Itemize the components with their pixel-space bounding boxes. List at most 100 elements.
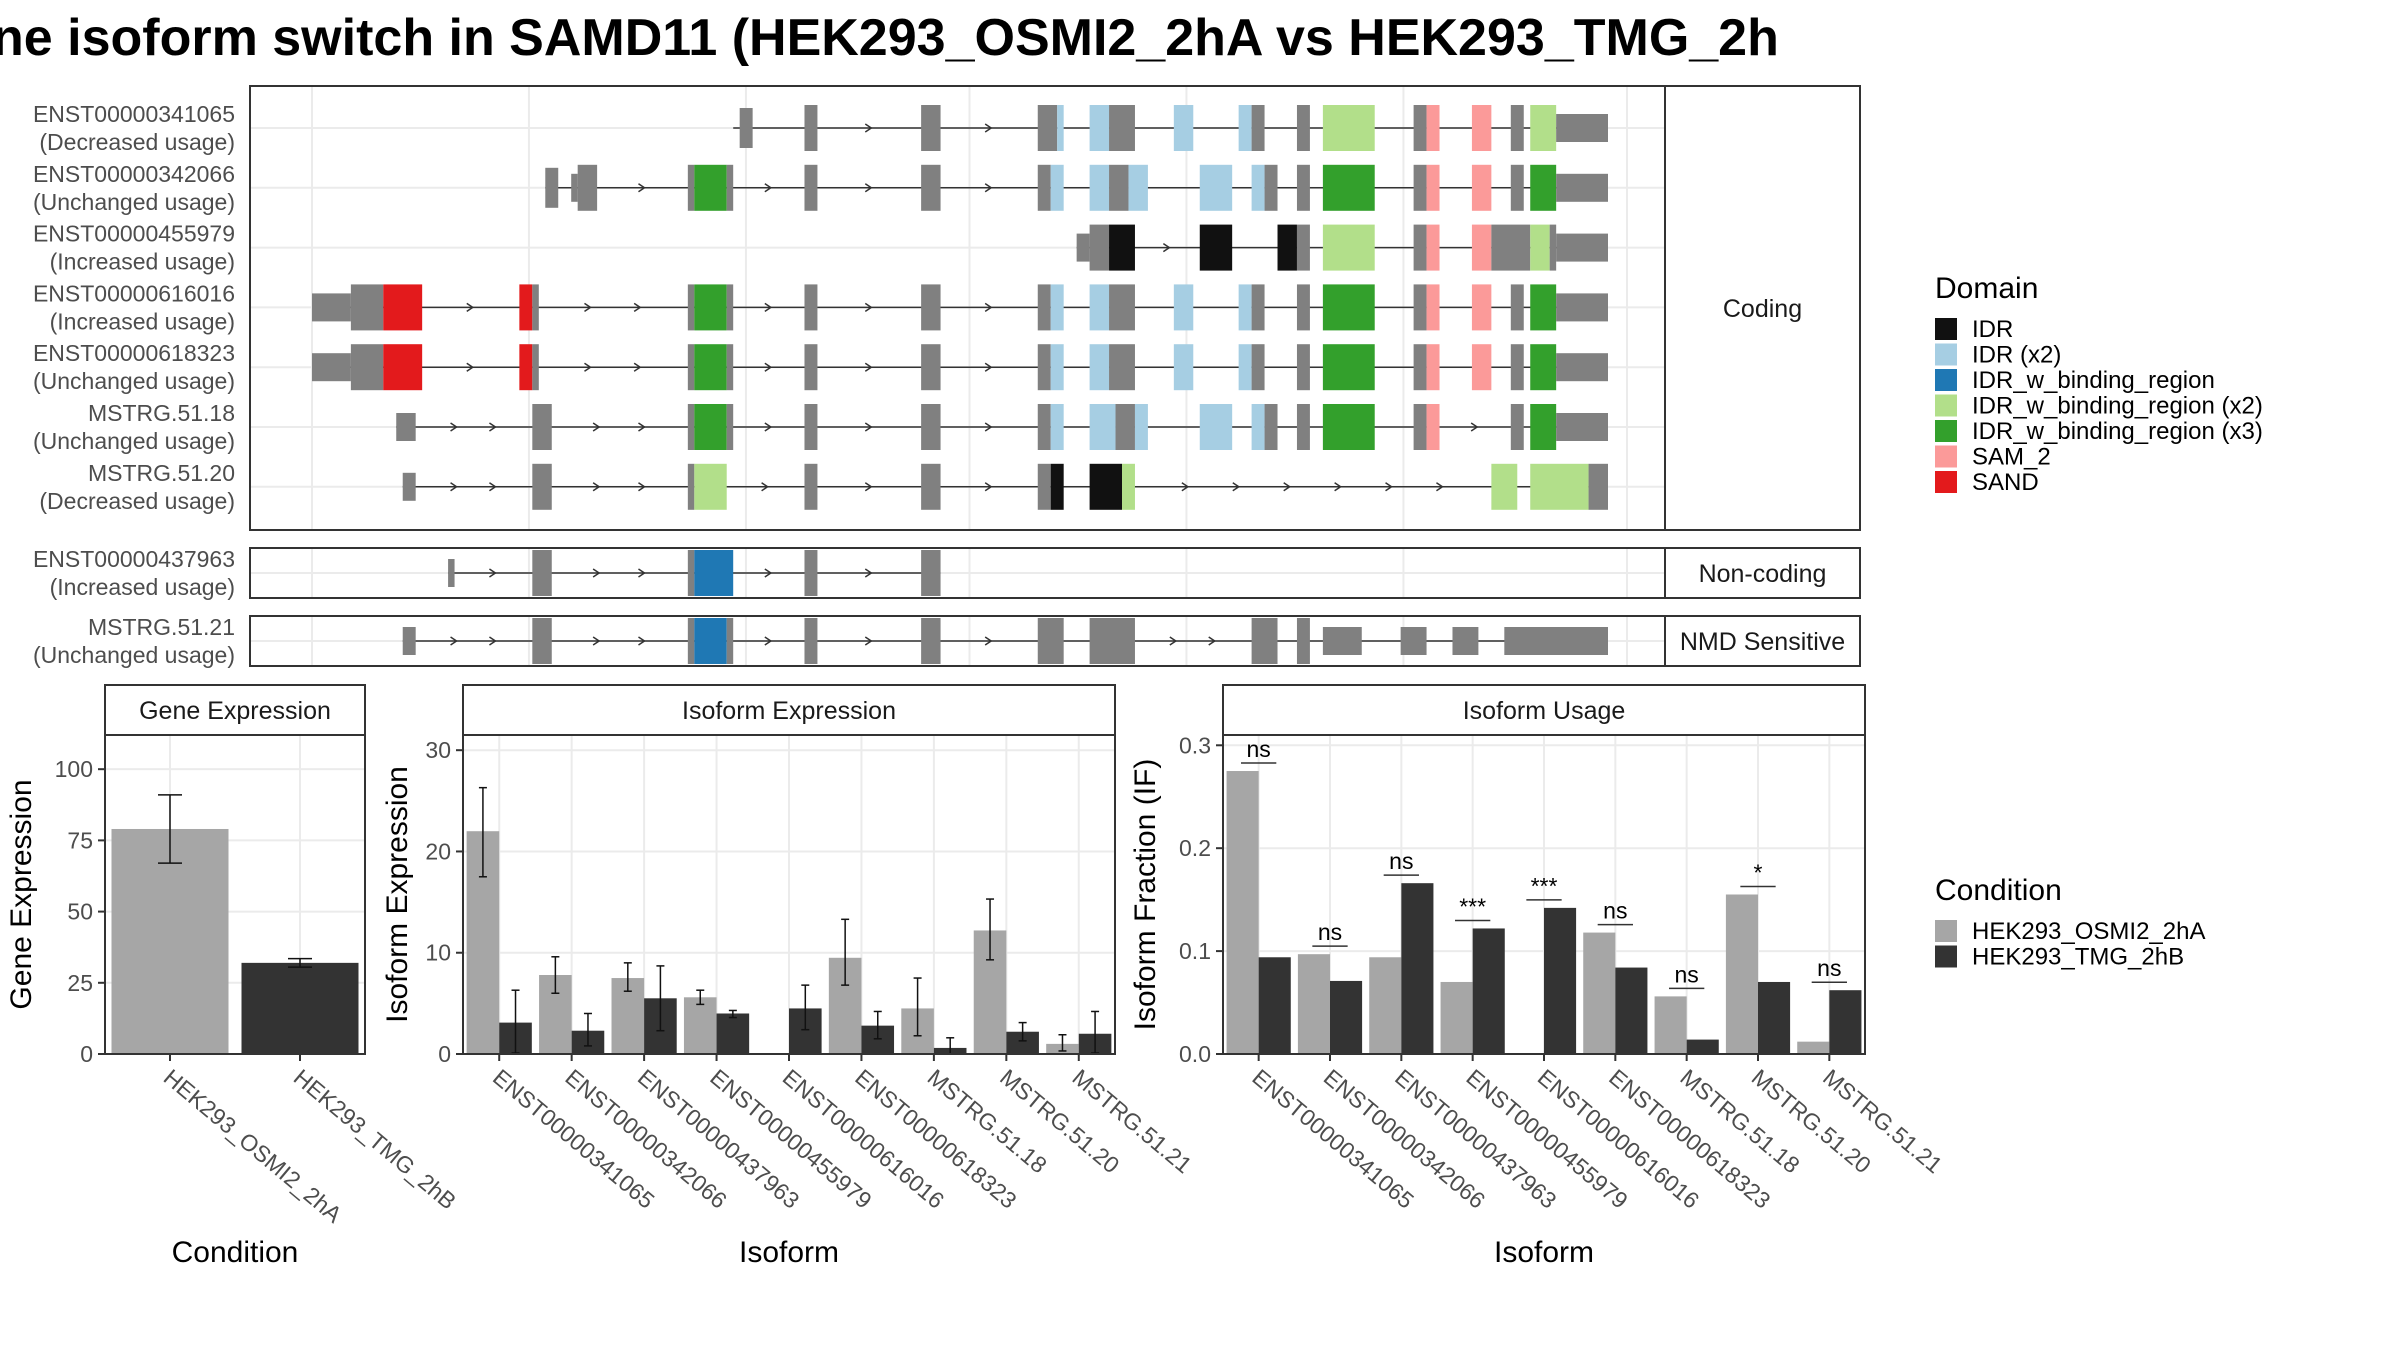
intron-arrow — [466, 302, 475, 313]
exon-segment — [726, 164, 734, 211]
exon-segment — [1413, 224, 1427, 271]
facet-strip-label: NMD Sensitive — [1680, 628, 1845, 656]
transcript-ENST00000616016: ENST00000616016(Increased usage) — [33, 280, 1665, 334]
legend-title: Domain — [1935, 272, 2038, 305]
y-tick-label: 25 — [67, 970, 93, 996]
legend-swatch — [1935, 920, 1957, 942]
exon-segment — [1264, 164, 1278, 211]
legend-title: Condition — [1935, 874, 2062, 907]
bar — [716, 1013, 750, 1054]
legend-label: SAM_2 — [1972, 444, 2051, 471]
transcript-id-label: MSTRG.51.21 — [88, 614, 235, 640]
transcript-status-label: (Increased usage) — [50, 574, 235, 600]
significance-label: ns — [1603, 898, 1627, 924]
exon-segment — [577, 164, 598, 211]
domain-segment — [1050, 284, 1064, 331]
intron-arrow — [984, 123, 993, 133]
exon-segment — [1037, 284, 1051, 331]
exon-segment — [1413, 404, 1427, 450]
exon-segment — [350, 284, 384, 331]
legend-label: IDR — [1972, 316, 2013, 343]
bar — [683, 997, 717, 1054]
intron-arrow — [764, 362, 773, 372]
exon-segment — [739, 108, 753, 148]
bar — [1615, 967, 1648, 1054]
transcript-status-label: (Decreased usage) — [39, 488, 235, 514]
significance-label: ns — [1817, 955, 1841, 981]
intron-arrow — [592, 568, 601, 578]
transcript-id-label: ENST00000618323 — [33, 340, 235, 366]
transcript-status-label: (Unchanged usage) — [33, 428, 235, 454]
intron-arrow — [1181, 482, 1190, 492]
exon-segment — [921, 344, 941, 391]
domain-segment — [1471, 164, 1492, 211]
intron-arrow — [984, 422, 993, 432]
bar — [1297, 954, 1330, 1054]
transcript-status-label: (Increased usage) — [50, 249, 235, 275]
intron-arrow — [638, 422, 646, 432]
exon-segment — [687, 164, 695, 211]
transcript-id-label: MSTRG.51.18 — [88, 400, 235, 426]
y-axis-label: Isoform Expression — [381, 766, 414, 1023]
domain-segment — [1471, 105, 1492, 151]
exon-segment — [1251, 344, 1265, 391]
domain-segment — [1530, 404, 1557, 450]
intron-arrow — [638, 183, 646, 193]
bar — [1472, 928, 1505, 1054]
transcript-status-label: (Decreased usage) — [39, 129, 235, 155]
intron-arrow — [489, 636, 497, 646]
x-axis-label: Isoform — [1494, 1236, 1594, 1269]
transcript-ENST00000437963: ENST00000437963(Increased usage) — [33, 546, 1665, 600]
exon-segment — [312, 293, 351, 322]
exon-segment — [921, 618, 941, 664]
transcript-id-label: ENST00000455979 — [33, 221, 235, 247]
significance-label: ns — [1389, 848, 1413, 874]
exon-segment — [1510, 164, 1524, 211]
exon-segment — [804, 618, 818, 664]
domain-segment — [1089, 404, 1116, 450]
bar — [1258, 957, 1291, 1054]
bar — [1330, 980, 1363, 1054]
domain-segment — [1322, 164, 1375, 211]
exon-segment — [687, 463, 695, 510]
intron-arrow — [638, 568, 646, 578]
intron-arrow — [1208, 636, 1217, 646]
intron-arrow — [764, 183, 773, 193]
domain-segment — [1199, 404, 1233, 450]
intron-arrow — [450, 482, 458, 492]
domain-segment — [1050, 404, 1064, 450]
intron-arrow — [764, 568, 773, 578]
exon-segment — [1556, 353, 1608, 382]
domain-segment — [1173, 284, 1194, 331]
domain-segment — [1089, 164, 1110, 211]
domain-segment — [1134, 404, 1148, 450]
exon-segment — [804, 404, 818, 450]
intron-arrow — [1334, 482, 1342, 492]
x-axis-label: Condition — [172, 1236, 299, 1269]
exon-segment — [687, 344, 695, 391]
significance-label: ns — [1318, 919, 1342, 945]
intron-arrow — [1436, 482, 1444, 492]
exon-segment — [1037, 404, 1051, 450]
exon-segment — [687, 404, 695, 450]
exon-segment — [571, 173, 578, 202]
facet-strip — [1664, 615, 1861, 667]
domain-segment — [1089, 284, 1110, 331]
domain-segment — [1322, 224, 1375, 271]
domain-segment — [1491, 463, 1518, 510]
domain-segment — [1322, 404, 1375, 450]
domain-segment — [694, 463, 727, 510]
intron-arrow — [984, 183, 993, 193]
domain-segment — [1426, 284, 1440, 331]
intron-arrow — [584, 362, 592, 372]
intron-arrow — [764, 636, 773, 646]
domain-segment — [1530, 224, 1550, 271]
intron-arrow — [633, 362, 642, 372]
bar — [1758, 981, 1791, 1054]
exon-segment — [350, 344, 384, 391]
y-tick-label: 0.1 — [1179, 938, 1211, 964]
exon-segment — [532, 284, 539, 331]
exon-segment — [532, 618, 552, 664]
intron-arrow — [984, 482, 993, 492]
